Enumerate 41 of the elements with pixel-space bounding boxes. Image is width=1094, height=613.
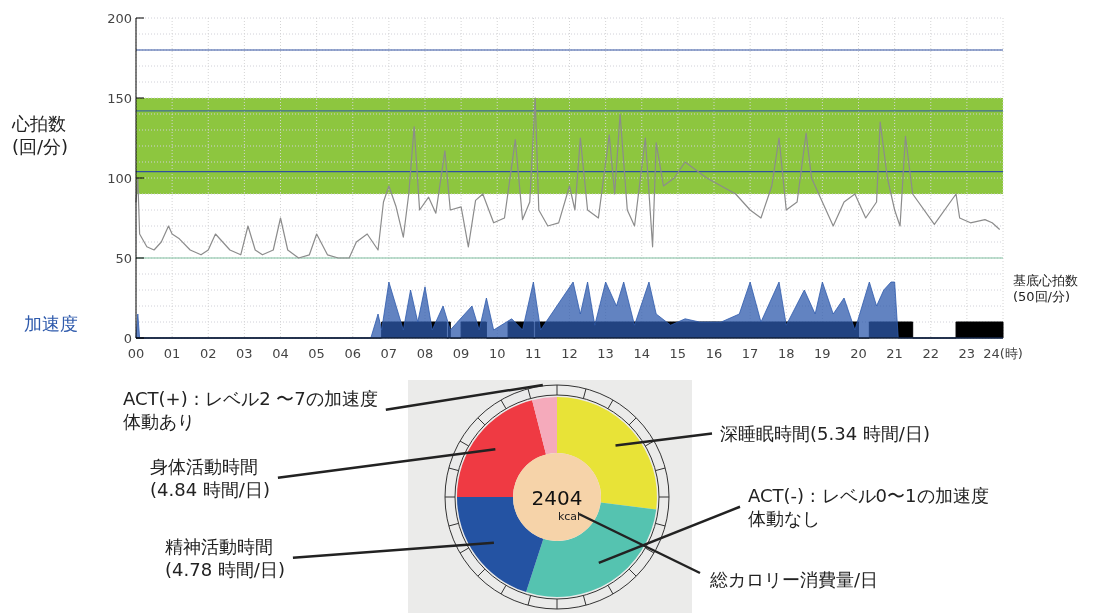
x-tick-label: 01 xyxy=(163,346,181,361)
y-tick-label: 100 xyxy=(107,171,132,186)
x-tick-label: 02 xyxy=(199,346,217,361)
ref-line-label: 基底心拍数 (50回/分) xyxy=(1013,273,1078,305)
y-tick-label: 150 xyxy=(107,91,132,106)
slice-label: ACT(-) : レベル0〜1の加速度体動なし xyxy=(748,485,989,529)
x-tick-label: 23 xyxy=(958,346,976,361)
x-tick-label: 22 xyxy=(922,346,940,361)
x-tick-label: 18 xyxy=(777,346,795,361)
x-tick-label: 17 xyxy=(741,346,759,361)
x-tick-label: 11 xyxy=(525,346,542,361)
x-tick-label: 20 xyxy=(850,346,867,361)
slice-label: 精神活動時間 (4.78 時間/日) xyxy=(165,536,285,580)
y-tick-label: 200 xyxy=(107,11,132,26)
x-tick-label: 13 xyxy=(597,346,614,361)
x-tick-label: 00 xyxy=(127,346,145,361)
x-tick-label: 24(時) xyxy=(983,346,1023,361)
x-tick-label: 04 xyxy=(272,346,289,361)
x-tick-label: 08 xyxy=(416,346,434,361)
slice-label: ACT(+) : レベル2 〜7の加速度体動あり xyxy=(123,388,378,432)
x-tick-label: 07 xyxy=(380,346,398,361)
text: 総カロリー消費量/日 xyxy=(709,569,879,590)
x-tick-label: 21 xyxy=(886,346,903,361)
x-tick-label: 12 xyxy=(561,346,578,361)
x-tick-label: 14 xyxy=(633,346,651,361)
text: 加速度 xyxy=(24,313,78,334)
x-tick-label: 05 xyxy=(308,346,325,361)
y-tick-label: 0 xyxy=(123,331,132,346)
x-tick-label: 19 xyxy=(814,346,831,361)
slice-label: 深睡眠時間(5.34 時間/日) xyxy=(720,423,930,444)
text: kcal xyxy=(557,510,581,523)
x-tick-label: 16 xyxy=(705,346,723,361)
x-tick-label: 03 xyxy=(236,346,253,361)
text: 2404 xyxy=(531,486,583,510)
x-tick-label: 06 xyxy=(344,346,362,361)
x-tick-label: 10 xyxy=(488,346,506,361)
x-tick-label: 09 xyxy=(452,346,470,361)
y-tick-label: 50 xyxy=(115,251,132,266)
y-axis-title: 心拍数 (回/分) xyxy=(11,113,69,157)
x-tick-label: 15 xyxy=(669,346,687,361)
slice-label: 身体活動時間 (4.84 時間/日) xyxy=(150,456,270,500)
